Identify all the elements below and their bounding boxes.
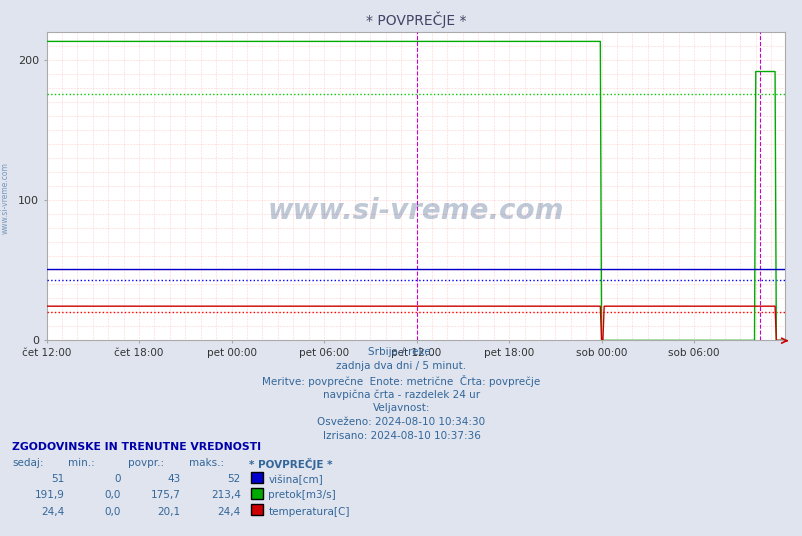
- Text: Meritve: povprečne  Enote: metrične  Črta: povprečje: Meritve: povprečne Enote: metrične Črta:…: [262, 375, 540, 387]
- Text: Veljavnost:: Veljavnost:: [372, 403, 430, 413]
- Text: maks.:: maks.:: [188, 458, 224, 468]
- Text: temperatura[C]: temperatura[C]: [268, 507, 349, 517]
- Text: 24,4: 24,4: [217, 507, 241, 517]
- Text: 0,0: 0,0: [104, 490, 120, 501]
- Text: 213,4: 213,4: [211, 490, 241, 501]
- Text: Osveženo: 2024-08-10 10:34:30: Osveženo: 2024-08-10 10:34:30: [317, 417, 485, 427]
- Text: navpična črta - razdelek 24 ur: navpična črta - razdelek 24 ur: [322, 389, 480, 400]
- Text: pretok[m3/s]: pretok[m3/s]: [268, 490, 335, 501]
- Text: * POVPREČJE *: * POVPREČJE *: [249, 458, 332, 470]
- Text: 20,1: 20,1: [157, 507, 180, 517]
- Text: 52: 52: [227, 474, 241, 485]
- Text: 0: 0: [114, 474, 120, 485]
- Text: ZGODOVINSKE IN TRENUTNE VREDNOSTI: ZGODOVINSKE IN TRENUTNE VREDNOSTI: [12, 442, 261, 452]
- Text: 43: 43: [167, 474, 180, 485]
- Text: 175,7: 175,7: [151, 490, 180, 501]
- Text: Srbija / reke.: Srbija / reke.: [368, 347, 434, 358]
- Text: povpr.:: povpr.:: [128, 458, 164, 468]
- Text: 0,0: 0,0: [104, 507, 120, 517]
- Text: višina[cm]: višina[cm]: [268, 474, 322, 485]
- Title: * POVPREČJE *: * POVPREČJE *: [365, 12, 466, 28]
- Text: 24,4: 24,4: [41, 507, 64, 517]
- Text: www.si-vreme.com: www.si-vreme.com: [267, 197, 564, 225]
- Text: zadnja dva dni / 5 minut.: zadnja dva dni / 5 minut.: [336, 361, 466, 371]
- Text: www.si-vreme.com: www.si-vreme.com: [1, 162, 10, 234]
- Text: min.:: min.:: [68, 458, 95, 468]
- Text: 51: 51: [51, 474, 64, 485]
- Text: 191,9: 191,9: [34, 490, 64, 501]
- Text: sedaj:: sedaj:: [12, 458, 43, 468]
- Text: Izrisano: 2024-08-10 10:37:36: Izrisano: 2024-08-10 10:37:36: [322, 431, 480, 441]
